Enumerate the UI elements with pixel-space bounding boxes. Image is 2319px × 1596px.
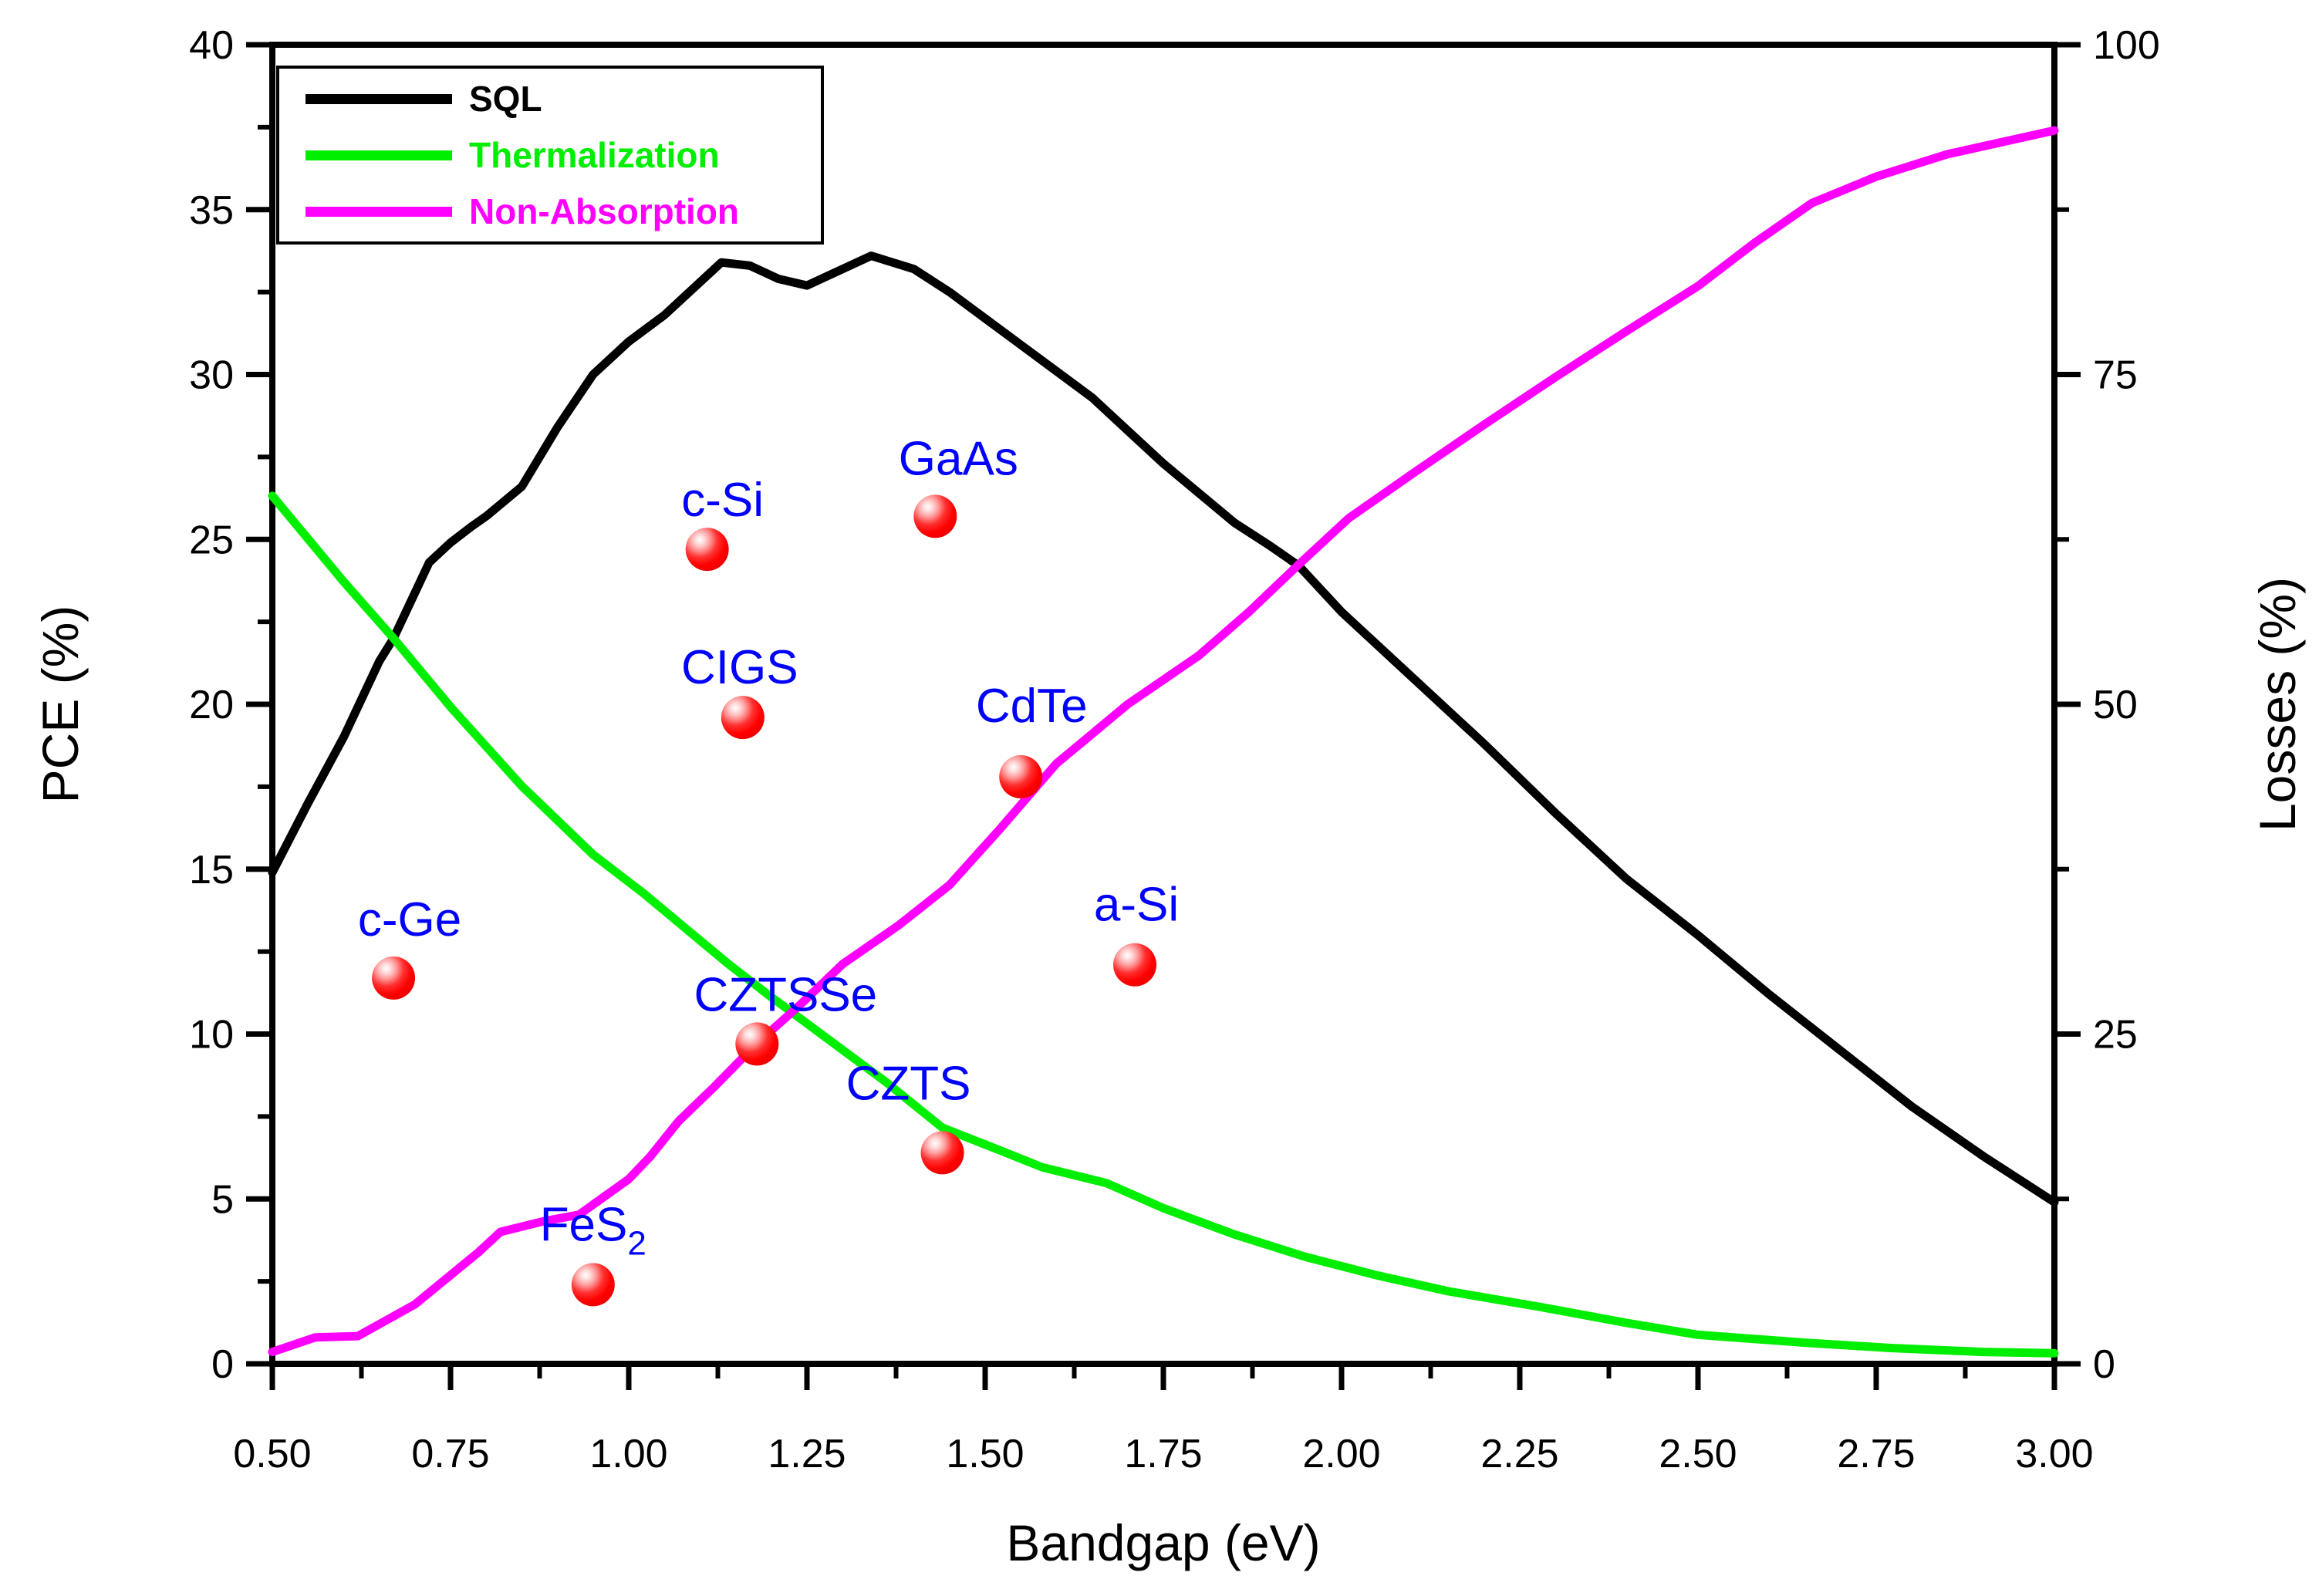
y-left-axis-title: PCE (%) — [32, 605, 89, 804]
y-left-tick-label: 15 — [189, 848, 234, 892]
point-label-c-ge: c-Ge — [358, 893, 461, 946]
point-label-a-si: a-Si — [1094, 879, 1179, 932]
legend-item-sql: SQL — [279, 71, 821, 127]
y-left-tick-label: 20 — [189, 683, 234, 727]
y-right-tick-label: 25 — [2093, 1013, 2138, 1058]
y-left-tick-label: 35 — [189, 188, 234, 233]
x-axis-tick-label: 1.00 — [589, 1432, 667, 1476]
y-right-axis-title: Losses (%) — [2249, 576, 2306, 832]
thermalization-line-swatch — [305, 150, 452, 160]
y-right-tick-label: 50 — [2093, 683, 2138, 727]
data-point-c-si — [685, 528, 729, 572]
legend-label-sql: SQL — [469, 79, 542, 119]
point-label-cztsse: CZTSSe — [694, 968, 877, 1021]
point-label-czts: CZTS — [846, 1057, 971, 1110]
legend: SQL Thermalization Non-Absorption — [276, 66, 824, 245]
data-point-cztsse — [735, 1022, 779, 1066]
x-axis-tick-label: 1.25 — [768, 1432, 846, 1476]
y-left-tick-label: 30 — [189, 353, 234, 398]
x-axis-tick-label: 3.00 — [2015, 1432, 2093, 1476]
x-axis-title: Bandgap (eV) — [1006, 1514, 1321, 1571]
thermalization-curve — [268, 491, 2059, 1358]
data-point-fes2 — [571, 1263, 615, 1307]
sql-curve — [268, 251, 2059, 1206]
sql-line-swatch — [305, 93, 452, 104]
data-point-cigs — [721, 696, 765, 740]
data-point-cdte — [999, 755, 1043, 799]
legend-item-thermalization: Thermalization — [279, 127, 821, 184]
data-point-c-ge — [372, 956, 416, 1000]
legend-item-non-absorption: Non-Absorption — [279, 184, 821, 240]
y-left-tick-label: 40 — [189, 23, 234, 68]
y-left-tick-label: 10 — [189, 1013, 234, 1058]
x-axis-tick-label: 2.00 — [1302, 1432, 1380, 1476]
x-axis-tick-label: 1.50 — [946, 1432, 1024, 1476]
point-label-cigs: CIGS — [681, 641, 798, 694]
x-axis-tick-label: 2.50 — [1659, 1432, 1737, 1476]
y-right-tick-label: 0 — [2093, 1342, 2115, 1387]
y-right-tick-label: 75 — [2093, 353, 2138, 398]
non-absorption-curve — [268, 126, 2059, 1357]
legend-label-non-absorption: Non-Absorption — [469, 191, 740, 231]
point-label-fes2: FeS2 — [540, 1198, 646, 1262]
point-label-gaas: GaAs — [899, 432, 1018, 485]
y-left-tick-label: 5 — [211, 1177, 234, 1222]
data-point-czts — [920, 1131, 964, 1175]
legend-label-thermalization: Thermalization — [469, 135, 720, 175]
x-axis-tick-label: 0.75 — [411, 1432, 489, 1476]
non-absorption-line-swatch — [305, 206, 452, 217]
point-label-c-si: c-Si — [681, 474, 764, 527]
y-right-tick-label: 100 — [2093, 23, 2160, 68]
x-axis-tick-label: 0.50 — [233, 1432, 311, 1476]
x-axis-tick-label: 2.25 — [1480, 1432, 1558, 1476]
data-point-gaas — [913, 494, 957, 538]
x-axis-tick-label: 2.75 — [1837, 1432, 1915, 1476]
y-left-tick-label: 25 — [189, 518, 234, 562]
y-left-tick-label: 0 — [211, 1342, 234, 1387]
data-point-a-si — [1113, 943, 1157, 987]
x-axis-tick-label: 1.75 — [1124, 1432, 1202, 1476]
point-label-cdte: CdTe — [976, 680, 1088, 733]
